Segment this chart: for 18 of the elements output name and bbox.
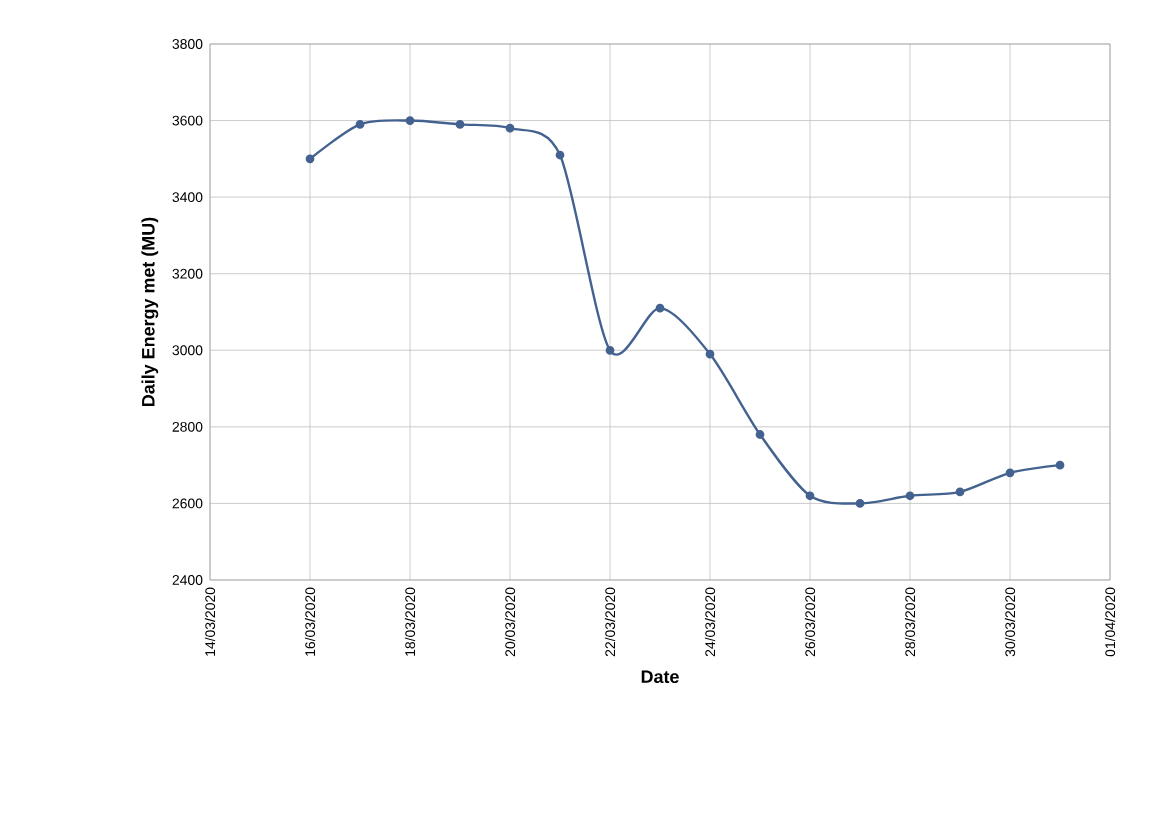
point	[405, 116, 415, 125]
point	[555, 150, 565, 160]
point	[955, 487, 965, 497]
point	[505, 123, 515, 133]
point	[605, 345, 615, 355]
point	[905, 491, 915, 501]
point	[805, 491, 815, 501]
point	[1005, 468, 1015, 478]
point	[455, 120, 465, 129]
point	[355, 120, 365, 129]
point	[755, 430, 765, 439]
y-axis-title: Daily Energy met (MU)	[141, 217, 159, 406]
x-axis-title: Date	[641, 670, 679, 684]
point	[305, 154, 315, 164]
point	[655, 303, 665, 313]
point	[705, 349, 715, 359]
point	[855, 499, 865, 508]
point	[1055, 460, 1065, 470]
